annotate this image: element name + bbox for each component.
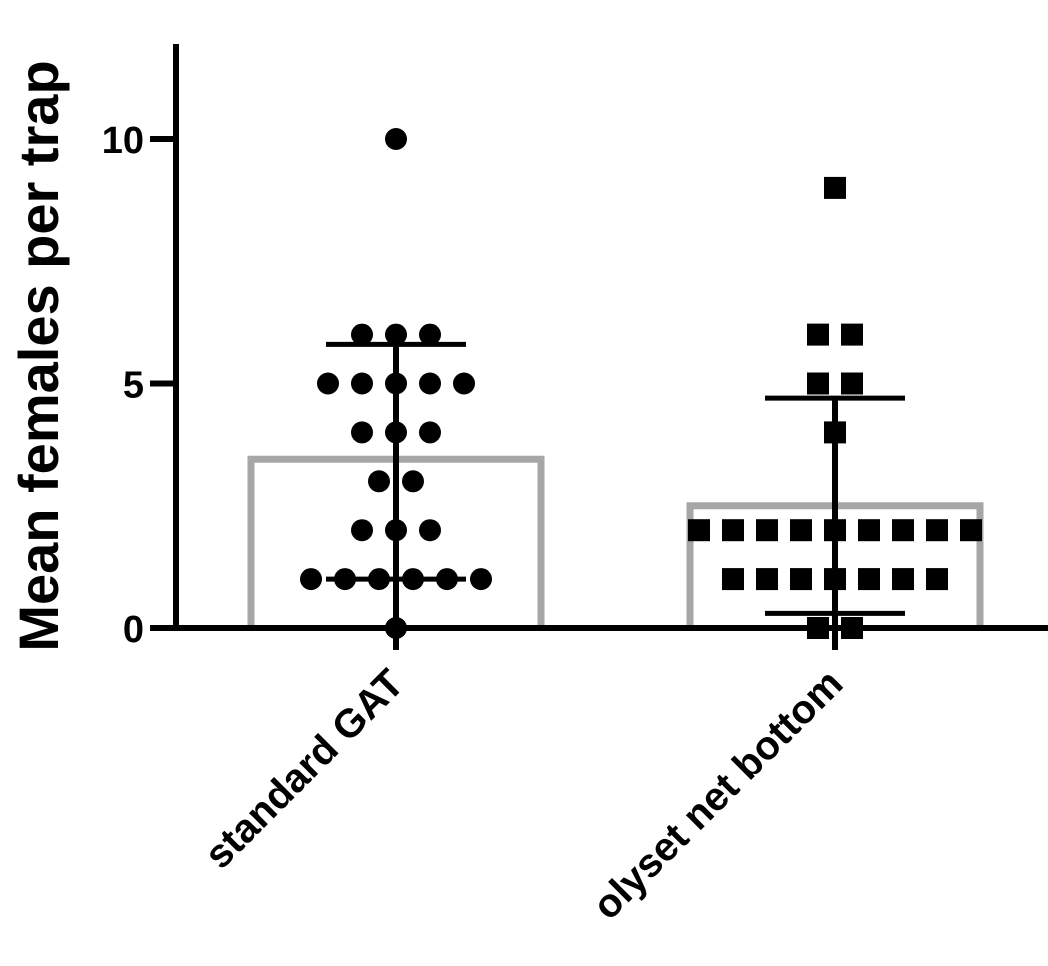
x-category-label: standard GAT xyxy=(196,661,412,877)
data-point xyxy=(841,372,863,395)
data-point xyxy=(858,568,880,591)
data-point xyxy=(824,176,846,199)
data-point xyxy=(351,372,373,395)
data-point xyxy=(722,568,744,591)
data-point xyxy=(300,568,322,591)
labels-layer: standard GAT olyset net bottom 0 5 10 Mean fe… xyxy=(7,60,851,928)
data-point xyxy=(807,372,829,395)
data-point xyxy=(385,128,407,150)
data-point xyxy=(419,421,441,444)
axes-layer xyxy=(150,44,1048,631)
data-point xyxy=(368,470,390,493)
data-point xyxy=(790,519,812,542)
data-point xyxy=(824,421,846,444)
x-category-label: olyset net bottom xyxy=(585,661,852,928)
data-point xyxy=(334,568,356,591)
data-point xyxy=(807,323,829,346)
data-point xyxy=(385,519,407,542)
data-point xyxy=(756,519,778,542)
data-point xyxy=(756,568,778,591)
y-axis-title: Mean females per trap xyxy=(7,60,70,651)
data-points-layer xyxy=(300,128,982,639)
data-point xyxy=(419,323,441,346)
data-point xyxy=(960,519,982,542)
data-point xyxy=(841,323,863,346)
data-point xyxy=(317,372,339,395)
data-point xyxy=(436,568,458,591)
data-point xyxy=(453,372,475,395)
data-point xyxy=(385,421,407,444)
data-point xyxy=(351,421,373,444)
data-point xyxy=(351,323,373,346)
y-tick-label: 0 xyxy=(123,609,144,651)
data-point xyxy=(858,519,880,542)
data-point xyxy=(892,568,914,591)
data-point xyxy=(722,519,744,542)
data-point xyxy=(892,519,914,542)
y-tick-label: 10 xyxy=(102,120,144,162)
data-point xyxy=(385,372,407,395)
data-point xyxy=(419,372,441,395)
data-point xyxy=(688,519,710,542)
data-point xyxy=(926,519,948,542)
data-point xyxy=(926,568,948,591)
data-point xyxy=(470,568,492,591)
data-point xyxy=(402,470,424,493)
bars-layer xyxy=(247,455,984,628)
data-point xyxy=(824,519,846,542)
data-point xyxy=(402,568,424,591)
data-point xyxy=(385,323,407,346)
data-point xyxy=(790,568,812,591)
y-tick-label: 5 xyxy=(123,365,144,407)
data-point xyxy=(419,519,441,542)
data-point xyxy=(351,519,373,542)
data-point xyxy=(368,568,390,591)
data-point xyxy=(824,568,846,591)
